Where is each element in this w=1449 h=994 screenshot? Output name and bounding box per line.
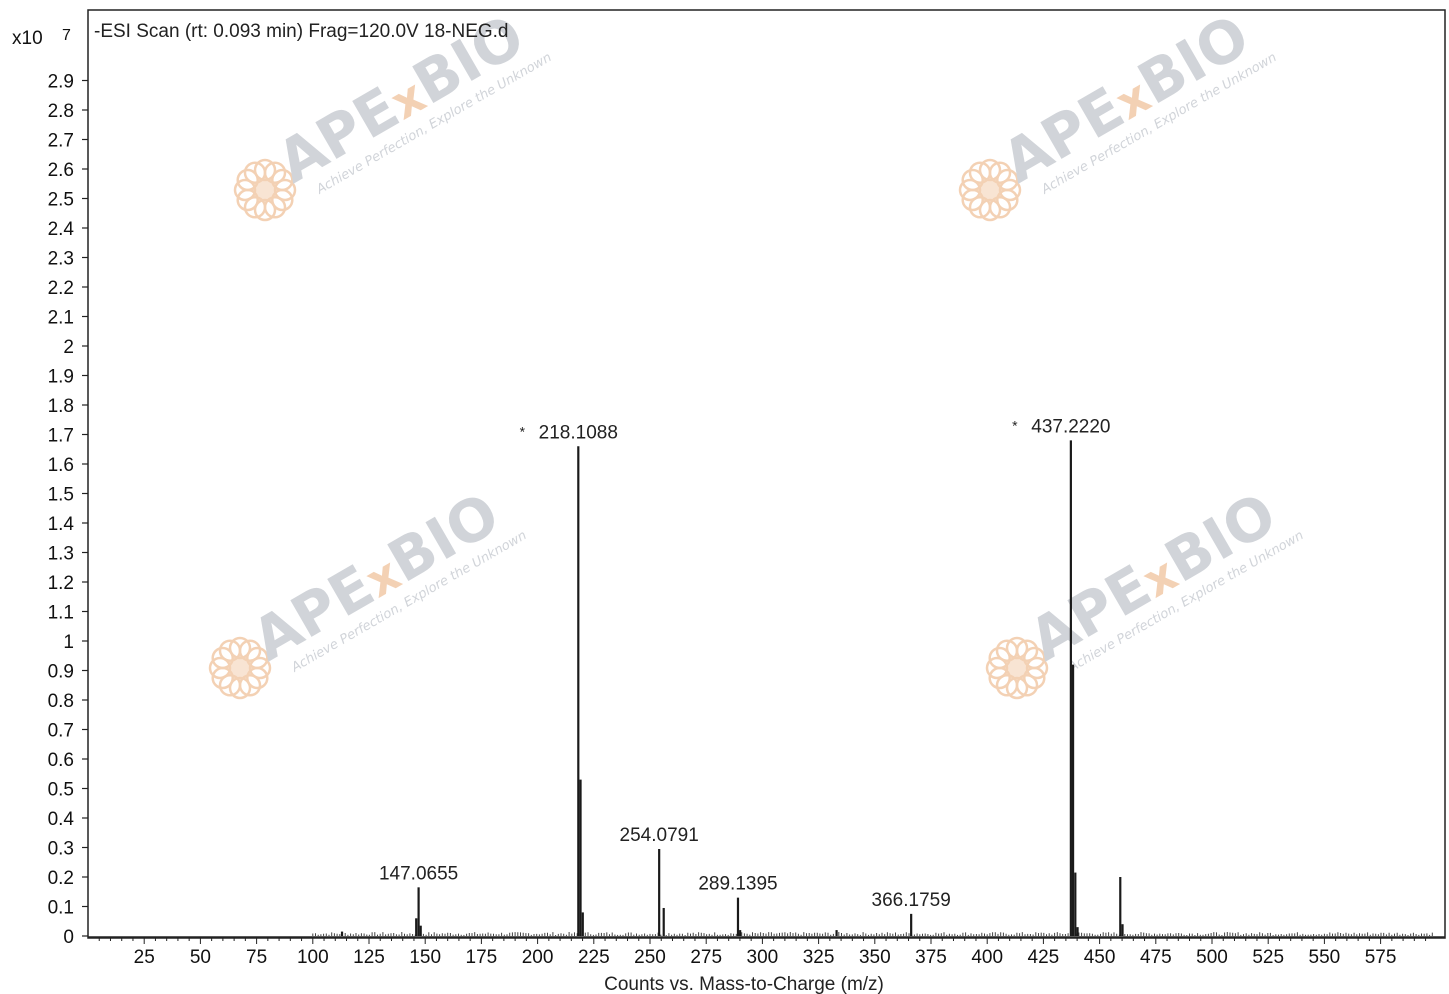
- y-multiplier-label: x10: [12, 28, 43, 49]
- y-exponent-label: 7: [62, 27, 71, 44]
- peak-label: 254.0791: [620, 825, 699, 846]
- y-tick-label: 1.3: [48, 544, 74, 565]
- y-tick-label: 1.7: [48, 426, 74, 447]
- y-tick-label: 1.4: [48, 514, 75, 535]
- y-tick-label: 1.6: [48, 455, 74, 476]
- chart-title: -ESI Scan (rt: 0.093 min) Frag=120.0V 18…: [94, 21, 509, 42]
- x-tick-label: 275: [690, 947, 722, 968]
- y-tick-label: 0.6: [48, 750, 74, 771]
- x-tick-label: 200: [522, 947, 554, 968]
- x-tick-label: 550: [1309, 947, 1341, 968]
- x-tick-label: 450: [1084, 947, 1116, 968]
- x-tick-label: 575: [1365, 947, 1397, 968]
- flower-logo-icon: [208, 636, 272, 700]
- x-tick-label: 75: [246, 947, 267, 968]
- peak-labels: 147.0655 218.1088 * 254.0791 289.1395 366.175…: [379, 416, 1111, 910]
- peak-label: 147.0655: [379, 863, 458, 884]
- watermark-brand: APExBIO: [241, 479, 510, 674]
- y-tick-label: 0.9: [48, 662, 74, 683]
- y-tick-label: 0.2: [48, 868, 74, 889]
- y-tick-label: 1: [63, 632, 74, 653]
- y-tick-label: 1.8: [48, 396, 74, 417]
- x-tick-label: 300: [747, 947, 779, 968]
- x-tick-label: 150: [409, 947, 441, 968]
- y-tick-label: 0.7: [48, 721, 74, 742]
- noise-baseline: [312, 932, 1433, 936]
- y-tick-label: 2.4: [48, 219, 75, 240]
- x-tick-label: 350: [859, 947, 891, 968]
- watermark-brand: APExBIO: [991, 1, 1260, 196]
- peak-series: [312, 440, 1433, 936]
- x-tick-label: 100: [297, 947, 329, 968]
- y-tick-label: 1.1: [48, 603, 74, 624]
- y-tick-label: 0.5: [48, 780, 74, 801]
- y-tick-label: 2.1: [48, 308, 74, 329]
- flower-logo-icon: [958, 158, 1022, 222]
- peak-label: 437.2220: [1031, 416, 1110, 437]
- y-tick-label: 1.5: [48, 485, 74, 506]
- y-tick-label: 2.6: [48, 160, 74, 181]
- x-axis-title: Counts vs. Mass-to-Charge (m/z): [604, 974, 884, 994]
- y-tick-label: 2.7: [48, 131, 74, 152]
- flower-logo-icon: [233, 158, 297, 222]
- x-tick-label: 500: [1196, 947, 1228, 968]
- plot-frame: [87, 9, 1446, 939]
- y-tick-label: 2.2: [48, 278, 74, 299]
- y-axis: 0 0.1 0.2 0.3 0.4 0.5 0.6 0.7 0.8 0.9 1 1.1 1.2 1.3 1.…: [48, 72, 88, 948]
- x-tick-label: 375: [915, 947, 947, 968]
- peak-label: 289.1395: [698, 874, 777, 895]
- x-tick-label: 475: [1140, 947, 1172, 968]
- peak-label: 218.1088: [539, 422, 618, 443]
- peak-marker: *: [1012, 417, 1018, 433]
- y-tick-label: 1.9: [48, 367, 74, 388]
- x-tick-label: 175: [466, 947, 498, 968]
- y-tick-label: 2.5: [48, 190, 74, 211]
- x-tick-label: 425: [1028, 947, 1060, 968]
- y-tick-label: 2.9: [48, 72, 74, 93]
- x-axis: 25 50 75 100 125 150 175 200 225 250 275 300 325 350 3…: [88, 936, 1445, 968]
- x-tick-label: 250: [634, 947, 666, 968]
- y-tick-label: 0.1: [48, 898, 74, 919]
- x-tick-label: 25: [134, 947, 155, 968]
- flower-logo-icon: [985, 636, 1049, 700]
- y-tick-label: 0.4: [48, 809, 75, 830]
- x-tick-label: 325: [803, 947, 835, 968]
- y-tick-label: 2: [63, 337, 74, 358]
- peak-marker: *: [520, 423, 526, 439]
- y-tick-label: 0.8: [48, 691, 74, 712]
- watermark-brand: APExBIO: [1018, 479, 1287, 674]
- y-tick-label: 2.8: [48, 101, 74, 122]
- x-tick-label: 50: [190, 947, 211, 968]
- x-tick-label: 225: [578, 947, 610, 968]
- y-tick-label: 2.3: [48, 249, 74, 270]
- x-tick-label: 125: [353, 947, 385, 968]
- peak-label: 366.1759: [872, 890, 951, 911]
- x-tick-label: 400: [971, 947, 1003, 968]
- x-tick-label: 525: [1252, 947, 1284, 968]
- y-tick-label: 1.2: [48, 573, 74, 594]
- y-tick-label: 0: [63, 927, 74, 948]
- y-tick-label: 0.3: [48, 839, 74, 860]
